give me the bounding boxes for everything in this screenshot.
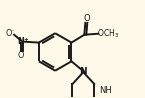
Text: +: +: [23, 37, 28, 42]
Text: N: N: [80, 67, 87, 76]
Text: OCH$_3$: OCH$_3$: [97, 27, 119, 40]
Text: O: O: [18, 51, 24, 60]
Text: NH: NH: [99, 86, 112, 95]
Text: O: O: [6, 29, 12, 38]
Text: –: –: [11, 28, 14, 33]
Text: N: N: [18, 37, 24, 46]
Text: O: O: [83, 14, 90, 23]
